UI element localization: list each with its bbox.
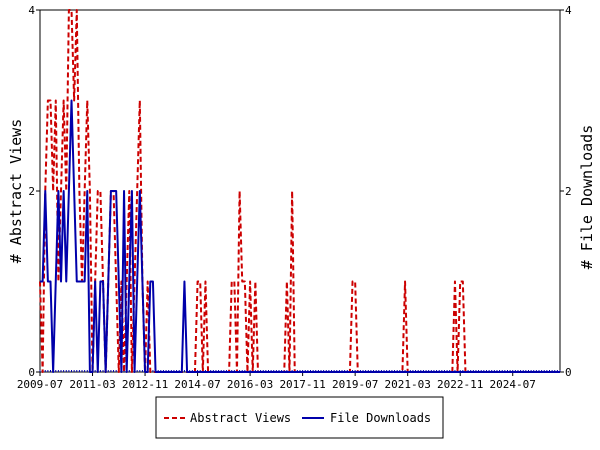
x-axis: 2009-07 2011-03 2012-11 2014-07 2016-03 2017-… xyxy=(17,372,536,391)
y-axis-right-title: # File Downloads xyxy=(578,125,596,270)
y-axis-left: 0 2 4 xyxy=(28,4,40,379)
y-right-tick-label: 4 xyxy=(565,4,572,17)
x-tick-label: 2011-03 xyxy=(69,378,115,391)
series-line-abstract-views xyxy=(39,9,560,373)
x-tick-label: 2022-11 xyxy=(437,378,483,391)
x-tick-label: 2021-03 xyxy=(384,378,430,391)
x-tick-label: 2019-07 xyxy=(332,378,378,391)
y-left-tick-label: 0 xyxy=(28,366,35,379)
series-layer xyxy=(39,9,560,373)
legend-label-abstract-views: Abstract Views xyxy=(190,411,291,425)
y-axis-left-title: # Abstract Views xyxy=(7,119,25,264)
x-tick-label: 2012-11 xyxy=(122,378,168,391)
y-right-tick-label: 2 xyxy=(565,185,572,198)
series-line-file-downloads xyxy=(40,99,560,373)
x-tick-label: 2024-07 xyxy=(490,378,536,391)
legend: Abstract Views File Downloads xyxy=(155,396,444,439)
x-tick-label: 2014-07 xyxy=(174,378,220,391)
x-tick-label: 2017-11 xyxy=(279,378,325,391)
y-axis-right: 0 2 4 xyxy=(560,4,572,379)
x-tick-label: 2009-07 xyxy=(17,378,63,391)
y-left-tick-label: 2 xyxy=(28,185,35,198)
legend-label-file-downloads: File Downloads xyxy=(330,411,431,425)
y-right-tick-label: 0 xyxy=(565,366,572,379)
y-left-tick-label: 4 xyxy=(28,4,35,17)
legend-box xyxy=(155,396,444,439)
x-tick-label: 2016-03 xyxy=(227,378,273,391)
